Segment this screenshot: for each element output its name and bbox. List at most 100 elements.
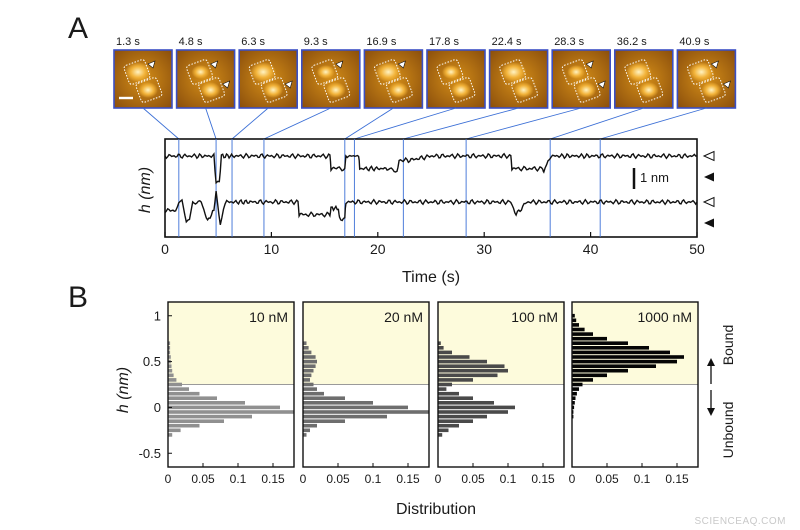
afm-molecule-upper (442, 65, 460, 79)
height-trace-plot: 0 10 20 30 40 50 1 nm h (nm) Time (s) (137, 138, 715, 286)
trace-x-tick-label: 50 (689, 241, 705, 257)
histogram-bar (168, 391, 200, 396)
afm-frame-time: 16.9 s (366, 36, 396, 48)
histogram-bar (572, 387, 579, 391)
histogram-bar (572, 391, 577, 396)
histogram-bar (168, 355, 171, 359)
afm-molecule-upper (688, 62, 715, 82)
hist-x-tick-label: 0 (569, 472, 576, 486)
afm-outline-upper (248, 59, 276, 85)
histogram-bar (438, 382, 452, 387)
histogram-bar (572, 318, 577, 323)
hist-x-tick-label: 0.1 (365, 472, 382, 486)
afm-molecule-upper (191, 65, 210, 79)
histogram-bar (303, 382, 314, 387)
histogram-bar (572, 350, 670, 355)
afm-frame-time: 17.8 s (429, 36, 459, 48)
hist-x-tick-label: 0 (165, 472, 172, 486)
scale-bar: 1 nm (632, 168, 669, 189)
afm-image-strip: 1.3 s 4.8 s 6.3 s 9.3 s 16.9 s 17.8 s 22.4 s 28… (113, 36, 737, 109)
unbound-marker-upper (702, 150, 715, 162)
afm-frame: 28.3 s (551, 36, 612, 109)
afm-molecule-lower (138, 82, 158, 98)
hist-x-tick-label: 0.05 (461, 472, 485, 486)
histogram-bar (303, 341, 307, 345)
level-markers (702, 150, 715, 228)
histogram-bar (438, 410, 508, 414)
afm-molecule-lower (388, 82, 409, 98)
histogram-bar (303, 405, 408, 410)
histogram-bar (303, 410, 429, 414)
histogram-bar (303, 387, 317, 391)
histogram-bar (572, 410, 574, 414)
histogram-bar (168, 378, 177, 382)
state-annotations: Bound Unbound (707, 325, 736, 458)
histogram-bar (572, 373, 607, 378)
histogram-bar (168, 350, 171, 355)
hist-y-tick-label: 1 (154, 308, 161, 323)
hist-x-tick-label: 0.05 (326, 472, 350, 486)
histogram-bar (168, 368, 173, 373)
histogram-bar (168, 341, 171, 345)
afm-arrowhead-icon (597, 80, 606, 89)
histogram-bar (572, 313, 575, 318)
trace-x-tick-label: 30 (476, 241, 492, 257)
hist-x-tick-label: 0.15 (396, 472, 420, 486)
afm-molecule-lower (200, 82, 221, 98)
histogram-bar (438, 341, 441, 345)
afm-frame-time: 28.3 s (554, 36, 584, 48)
histogram-bar (438, 405, 515, 410)
afm-arrowhead-icon (397, 60, 406, 69)
concentration-label: 20 nM (384, 309, 423, 325)
frame-connector (403, 107, 519, 140)
histogram-bar (438, 350, 452, 355)
histogram-bar (168, 387, 189, 391)
hist-x-tick-label: 0 (300, 472, 307, 486)
afm-arrowhead-icon (222, 80, 231, 89)
frame-connector (205, 107, 217, 140)
histogram-bar (572, 327, 585, 332)
afm-outline-lower (636, 77, 664, 103)
hist-y-tick-label: 0 (154, 400, 161, 415)
histogram-bar (438, 346, 444, 350)
histogram-bar (572, 346, 649, 350)
hist-x-tick-label: 0.1 (634, 472, 651, 486)
afm-outline-upper (186, 59, 214, 85)
afm-outline-upper (686, 59, 714, 85)
histogram-bar (303, 373, 312, 378)
afm-outline-upper (499, 59, 527, 85)
afm-frame-image (551, 49, 612, 109)
histogram-bar (572, 355, 684, 359)
frame-connector (263, 107, 331, 140)
histogram-bar (168, 346, 171, 350)
afm-arrowhead-icon (147, 60, 156, 69)
trace-series (164, 152, 698, 225)
watermark: SCIENCEAQ.COM (694, 516, 786, 527)
histogram-bar (438, 378, 473, 382)
afm-arrowhead-icon (585, 60, 594, 69)
histogram-bar (168, 373, 174, 378)
afm-frame-image (300, 49, 361, 109)
afm-frame-time: 40.9 s (679, 36, 709, 48)
afm-outline-upper (436, 59, 464, 85)
histogram-bar (168, 396, 217, 400)
histogram-bar (438, 373, 498, 378)
histogram-bar (572, 341, 628, 345)
histogram-bar (572, 378, 593, 382)
afm-frame-image (175, 49, 236, 109)
histogram-frame (167, 301, 295, 468)
afm-molecule-upper (125, 62, 151, 82)
histogram-bar (303, 368, 314, 373)
trace-series-line (164, 152, 697, 185)
histogram-bar (572, 332, 593, 336)
afm-molecule-lower (451, 82, 471, 98)
histogram-bar (572, 396, 576, 400)
trace-x-label: Time (s) (402, 269, 460, 286)
hist-x-tick-label: 0 (435, 472, 442, 486)
trace-x-tick-label: 40 (583, 241, 599, 257)
frame-connector-lines (142, 107, 707, 140)
afm-arrowhead-icon (722, 80, 731, 89)
histogram-bar (572, 359, 677, 364)
afm-outline-lower (573, 77, 601, 103)
